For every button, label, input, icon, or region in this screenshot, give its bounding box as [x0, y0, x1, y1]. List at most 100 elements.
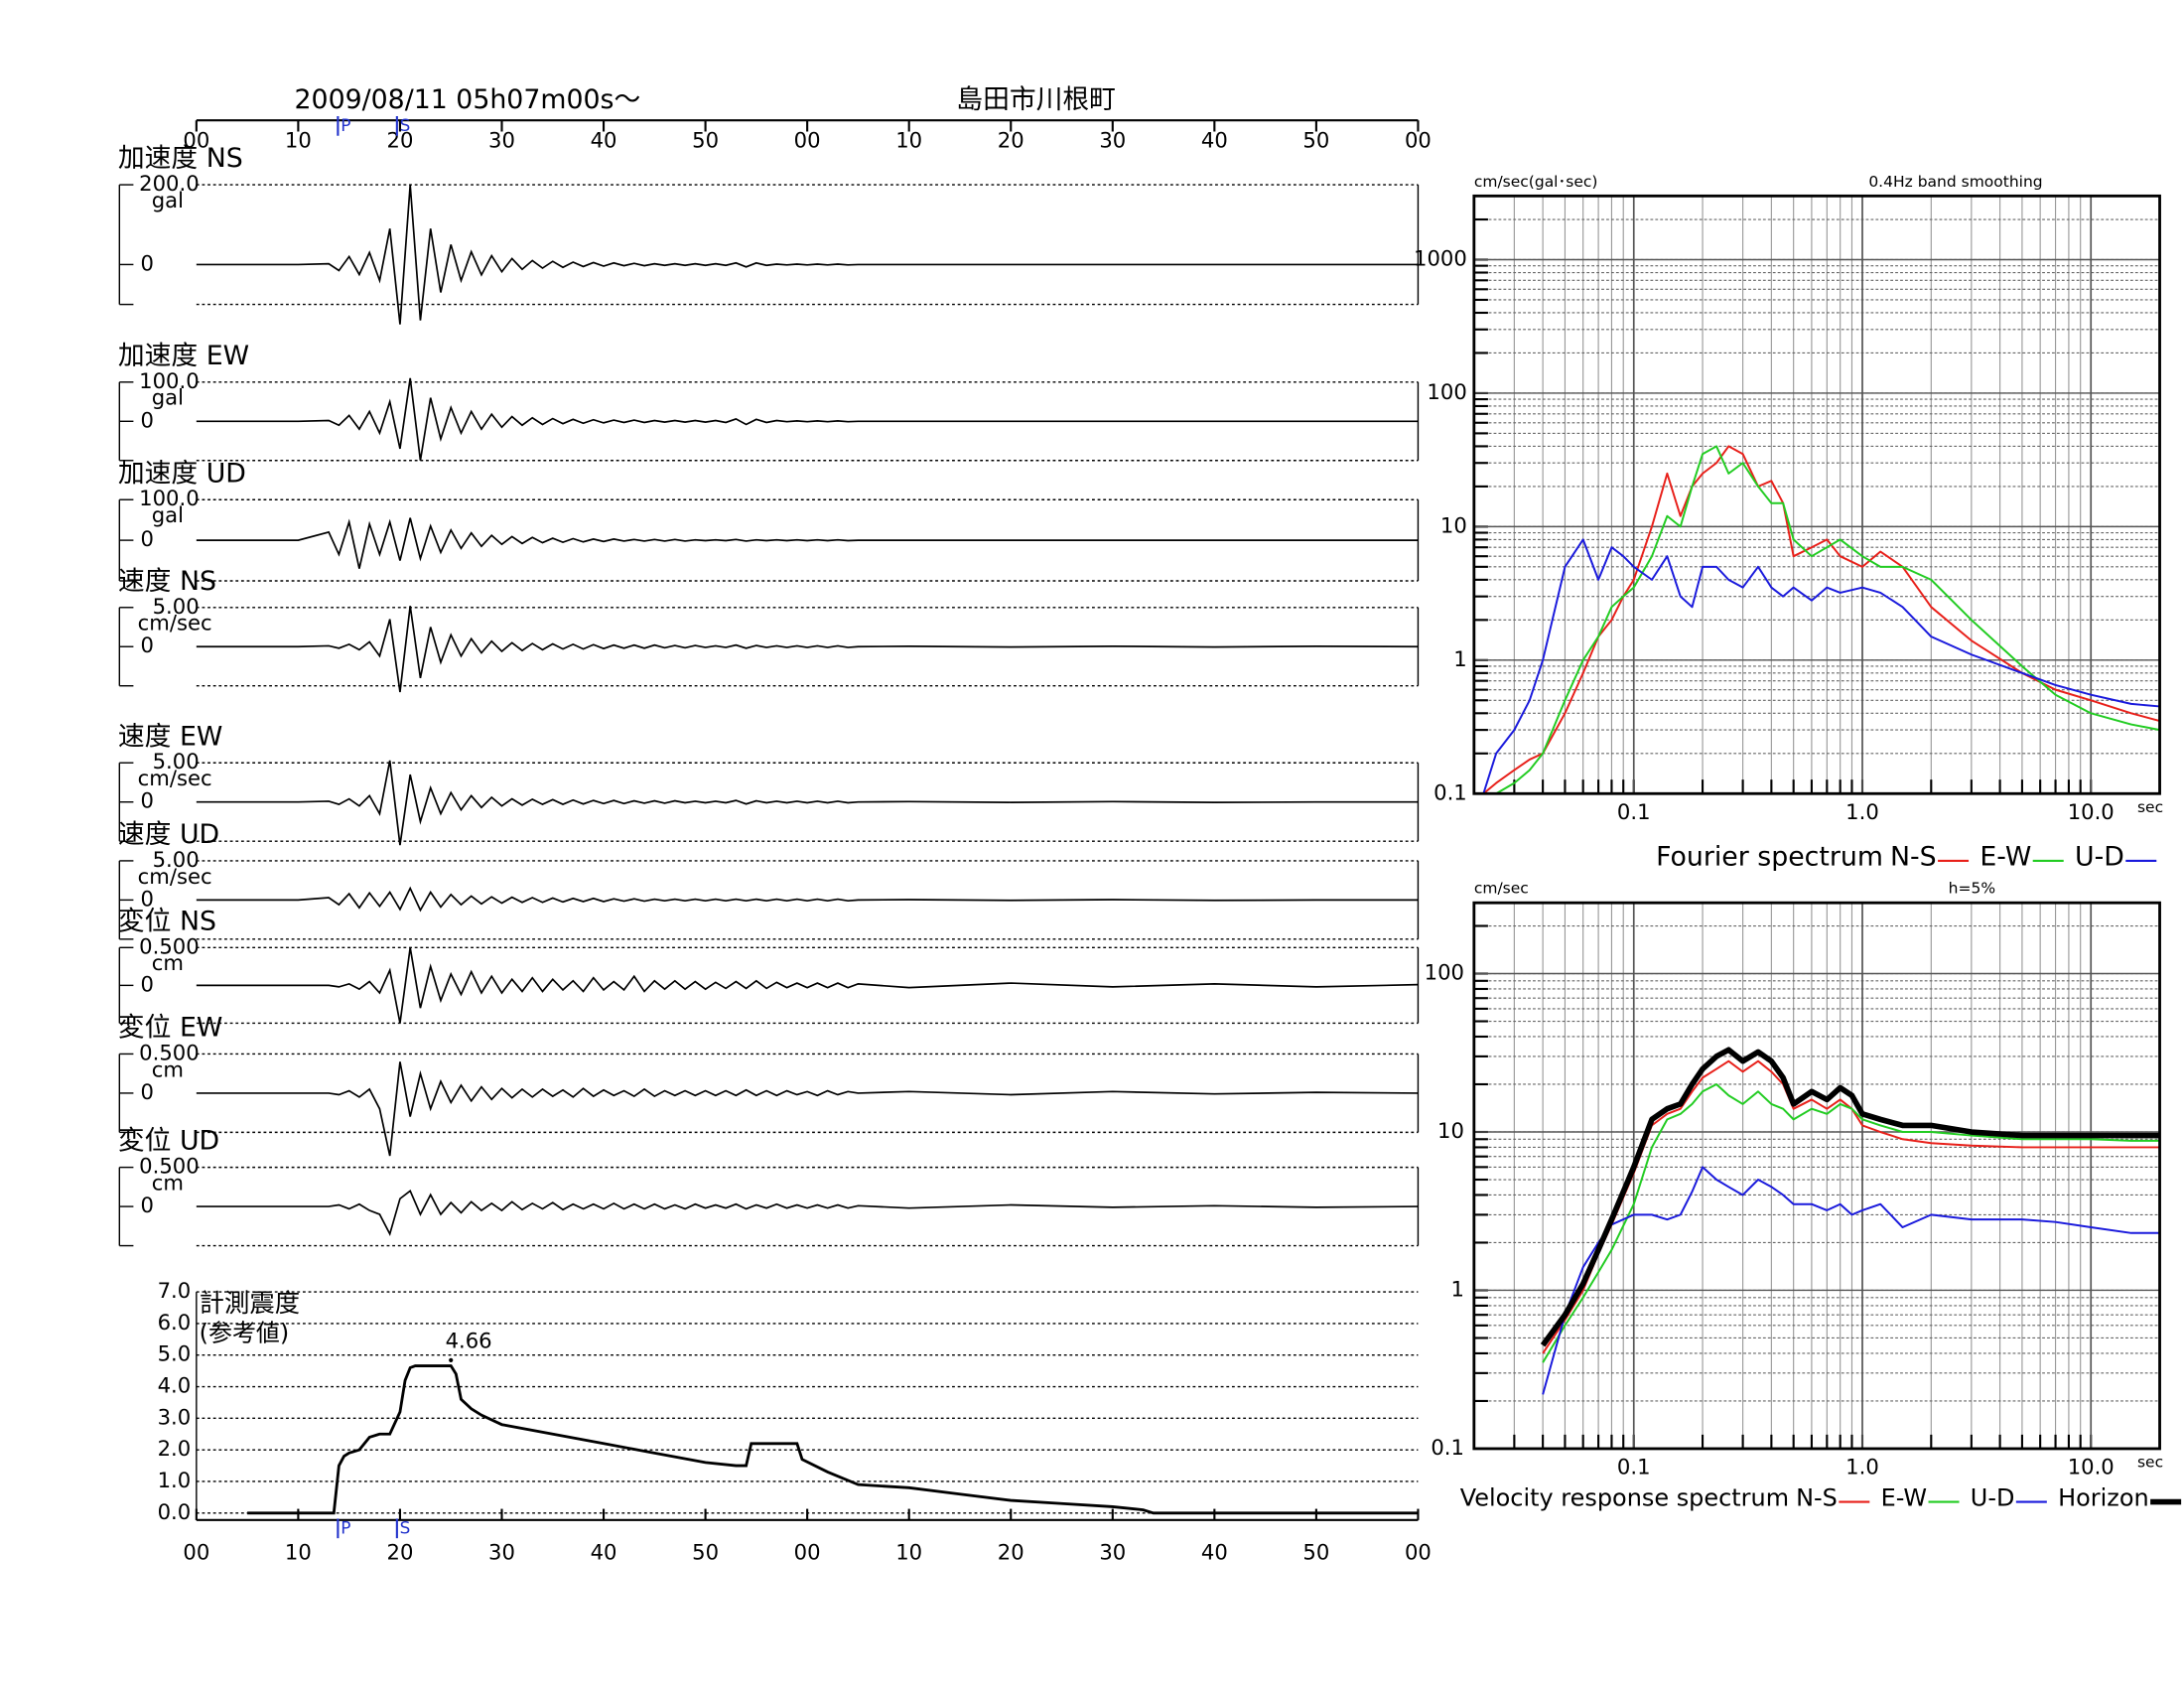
- y-tick-label: 100.0: [139, 368, 199, 393]
- x-tick-label: 00: [794, 1540, 821, 1565]
- x-tick-label: 20: [386, 1540, 413, 1565]
- chart-title: 計測震度: [200, 1288, 300, 1318]
- x-tick-label: 30: [488, 127, 515, 152]
- spectrum-line: [1542, 1083, 2160, 1363]
- y-tick-label: 5.00: [153, 594, 200, 619]
- y-tick-label: 3.0: [158, 1404, 192, 1429]
- x-tick-label: 00: [1405, 127, 1432, 152]
- chart-subtitle: (参考値): [200, 1319, 290, 1346]
- panel-label: 加速度 EW: [118, 341, 249, 371]
- x-tick-label: 10.0: [2068, 799, 2115, 824]
- waveform-trace: [196, 377, 1419, 461]
- waveform-trace: [196, 760, 1419, 846]
- y-tick-label: 1.0: [158, 1468, 192, 1492]
- y-tick-label: 7.0: [158, 1278, 192, 1303]
- intensity-line: [247, 1364, 1419, 1515]
- y-tick-label: 0: [140, 1193, 153, 1217]
- x-tick-label: 30: [1099, 127, 1126, 152]
- legend-title: Velocity response spectrum: [1460, 1484, 1789, 1512]
- panel-label: 変位 EW: [118, 1013, 222, 1044]
- y-tick-label: 0.0: [158, 1499, 192, 1524]
- x-tick-label: 50: [1302, 1540, 1329, 1565]
- x-tick-label: 20: [998, 1540, 1024, 1565]
- y-tick-label: 100: [1425, 960, 1464, 985]
- phase-label: S: [400, 115, 411, 135]
- y-axis-label: cm/sec: [1474, 880, 1529, 898]
- y-tick-label: 0.1: [1431, 1435, 1464, 1460]
- legend-label: E-W: [1881, 1484, 1928, 1512]
- y-tick-label: 10: [1437, 1118, 1464, 1143]
- y-tick-label: 5.00: [153, 847, 200, 872]
- x-tick-label: 40: [591, 127, 617, 152]
- unit-label: cm: [152, 1171, 184, 1196]
- unit-label: gal: [152, 188, 184, 212]
- x-tick-label: 00: [794, 127, 821, 152]
- x-tick-label: 30: [488, 1540, 515, 1565]
- y-tick-label: 0: [140, 1079, 153, 1104]
- y-tick-label: 0: [140, 407, 153, 432]
- legend-label: Horizon: [2058, 1484, 2149, 1512]
- x-axis-label: sec: [2137, 798, 2163, 816]
- y-tick-label: 6.0: [158, 1310, 192, 1335]
- y-tick-label: 5.00: [153, 749, 200, 774]
- waveform-trace: [196, 517, 1419, 569]
- x-tick-label: 00: [183, 127, 209, 152]
- y-tick-label: 100.0: [139, 486, 199, 510]
- panel-label: 速度 EW: [118, 721, 222, 752]
- panel-label: 速度 UD: [118, 819, 219, 850]
- x-axis-label: sec: [2137, 1454, 2163, 1472]
- waveform-trace: [196, 947, 1419, 1024]
- y-tick-label: 0.500: [139, 1154, 199, 1179]
- spectrum-line: [1482, 538, 2160, 794]
- x-tick-label: 10: [895, 1540, 922, 1565]
- legend-label: N-S: [1796, 1484, 1838, 1512]
- x-tick-label: 0.1: [1617, 1455, 1651, 1479]
- x-tick-label: 50: [1302, 127, 1329, 152]
- legend-label: U-D: [1971, 1484, 2015, 1512]
- y-tick-label: 100: [1427, 379, 1466, 404]
- peak-dot: [449, 1357, 454, 1363]
- x-tick-label: 50: [692, 127, 719, 152]
- x-tick-label: 20: [386, 127, 413, 152]
- x-tick-label: 20: [998, 127, 1024, 152]
- legend-label: N-S: [1890, 842, 1937, 873]
- x-tick-label: 1.0: [1845, 1455, 1879, 1479]
- unit-label: cm/sec: [138, 611, 212, 635]
- y-tick-label: 0: [140, 788, 153, 813]
- waveform-trace: [196, 606, 1419, 693]
- y-tick-label: 0: [140, 526, 153, 551]
- waveform-trace: [196, 185, 1419, 325]
- y-axis-label: cm/sec(gal･sec): [1474, 173, 1598, 191]
- unit-label: cm/sec: [138, 864, 212, 889]
- x-tick-label: 40: [1201, 127, 1228, 152]
- x-tick-label: 00: [183, 1540, 209, 1565]
- y-tick-label: 0.1: [1433, 779, 1467, 804]
- spectrum-line: [1483, 445, 2160, 795]
- y-tick-label: 0: [140, 250, 153, 275]
- waveform-trace: [196, 886, 1419, 913]
- unit-label: gal: [152, 385, 184, 410]
- x-tick-label: 0.1: [1617, 799, 1651, 824]
- y-tick-label: 0.500: [139, 933, 199, 958]
- unit-label: cm: [152, 1056, 184, 1081]
- y-tick-label: 4.0: [158, 1373, 192, 1398]
- x-tick-label: 10.0: [2068, 1455, 2115, 1479]
- phase-label: P: [341, 1517, 350, 1537]
- y-tick-label: 5.0: [158, 1341, 192, 1366]
- x-tick-label: 40: [1201, 1540, 1228, 1565]
- y-tick-label: 10: [1440, 512, 1467, 537]
- x-tick-label: 00: [1405, 1540, 1432, 1565]
- panel-label: 変位 UD: [118, 1126, 219, 1157]
- x-tick-label: 50: [692, 1540, 719, 1565]
- chart-note: h=5%: [1949, 880, 1995, 898]
- unit-label: cm: [152, 950, 184, 975]
- chart-note: 0.4Hz band smoothing: [1868, 173, 2042, 191]
- y-tick-label: 1: [1453, 646, 1466, 671]
- phase-label: P: [341, 115, 350, 135]
- spectrum-line: [1482, 445, 2160, 795]
- station-name: 島田市川根町: [956, 84, 1116, 115]
- y-tick-label: 0: [140, 633, 153, 657]
- unit-label: cm/sec: [138, 766, 212, 790]
